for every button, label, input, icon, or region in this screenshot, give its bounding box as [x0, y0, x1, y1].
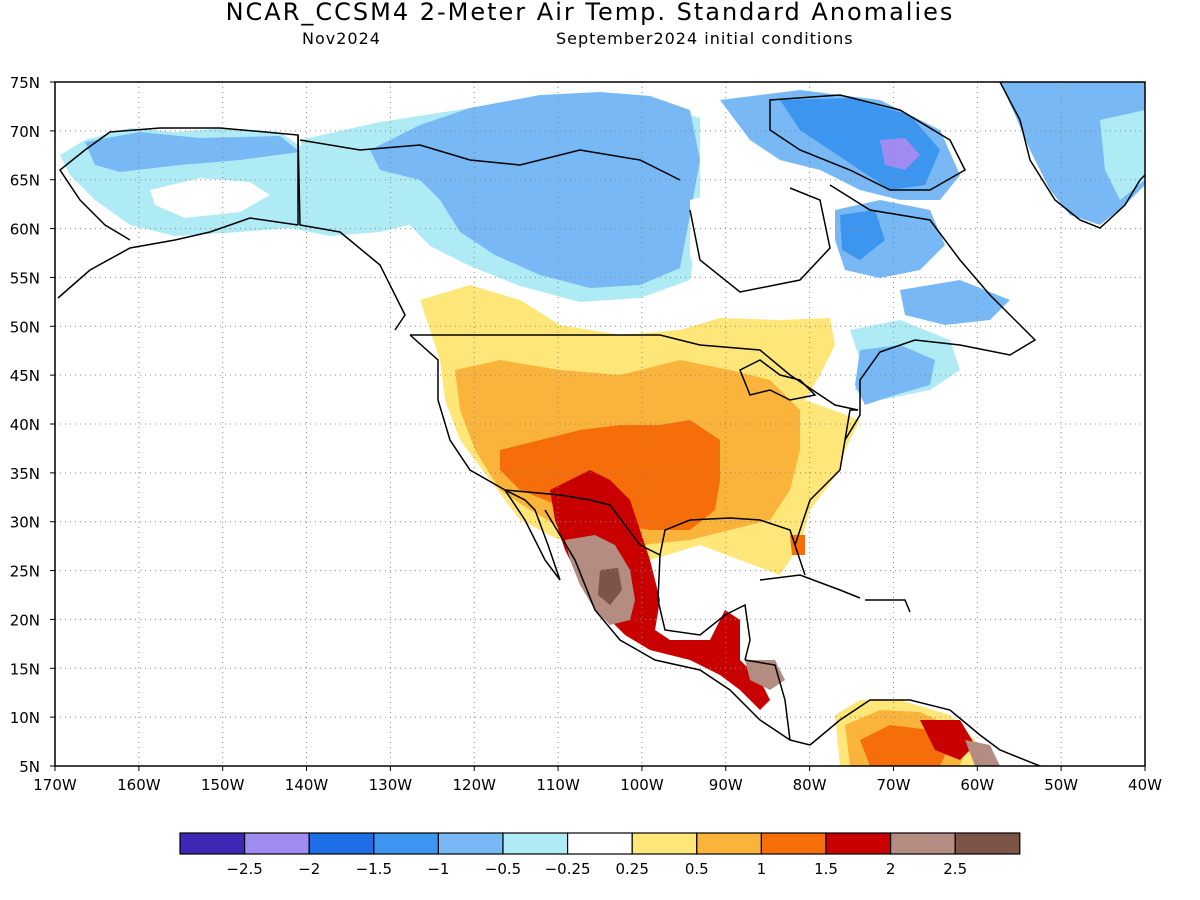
- color-legend: −2.5 −2 −1.5 −1 −0.5 −0.25 0.25 0.5 1 1.5 2 2.5: [179, 832, 1021, 878]
- legend-label: −0.25: [545, 860, 591, 878]
- lat-label: 75N: [10, 74, 40, 92]
- legend-label: −0.5: [485, 860, 521, 878]
- greenland-cold-region: [1000, 82, 1145, 225]
- lat-label: 65N: [10, 172, 40, 190]
- lat-label: 5N: [19, 758, 40, 776]
- legend-label: −1: [427, 860, 449, 878]
- baja-california-coastline: [504, 489, 561, 581]
- lat-label: 35N: [10, 465, 40, 483]
- alaska-coastline: [84, 127, 406, 331]
- legend-swatch: [954, 832, 1021, 855]
- mexico-pacific-coastline: [544, 509, 791, 741]
- coastlines: [57, 82, 1145, 766]
- legend-swatch: [696, 832, 762, 855]
- canada-arctic-coastline: [299, 139, 681, 181]
- lat-label: 10N: [10, 709, 40, 727]
- gulf-coastline: [659, 469, 841, 576]
- central-america-coastline: [744, 659, 811, 746]
- legend-swatch: [889, 832, 956, 855]
- greenland-coastline: [999, 82, 1145, 229]
- yucatan-coastline: [657, 554, 751, 661]
- lat-label: 50N: [10, 318, 40, 336]
- legend-swatch: [244, 832, 310, 855]
- legend-label: 1: [757, 860, 767, 878]
- south-america-hotter-region: [965, 740, 1000, 766]
- lon-label: 120W: [452, 776, 496, 794]
- lon-label: 150W: [201, 776, 245, 794]
- lat-label: 40N: [10, 416, 40, 434]
- canada-cold-region: [370, 92, 700, 288]
- hispaniola-coastline: [865, 599, 911, 613]
- lon-label: 60W: [960, 776, 994, 794]
- baffin-coldest-region: [880, 138, 920, 170]
- labrador-colder-region: [840, 210, 885, 260]
- longitude-labels: 170W 160W 150W 140W 130W 120W 110W 100W 90W 80W 70…: [33, 766, 1162, 794]
- south-america-coastline: [809, 699, 1041, 766]
- latitude-labels: 75N 70N 65N 60N 55N 50N 45N 40N 35N 30N 25N 20N 15N 1…: [10, 74, 55, 776]
- lon-label: 100W: [620, 776, 664, 794]
- great-lakes-outline: [739, 359, 817, 401]
- legend-swatch: [437, 832, 504, 855]
- legend-swatch: [179, 832, 246, 855]
- lon-label: 90W: [709, 776, 743, 794]
- us-mexico-border: [504, 489, 661, 556]
- labrador-coastline: [829, 184, 1037, 441]
- alaska-west-coastline: [58, 149, 131, 241]
- target-month: Nov2024: [302, 29, 381, 48]
- greenland-cool-edge: [1100, 110, 1145, 200]
- lat-label: 60N: [10, 221, 40, 239]
- legend-label: 0.25: [615, 860, 648, 878]
- mexico-hottest-region: [598, 568, 622, 605]
- lat-label: 55N: [10, 269, 40, 287]
- lon-label: 140W: [285, 776, 329, 794]
- lon-label: 80W: [793, 776, 827, 794]
- legend-label: 1.5: [814, 860, 838, 878]
- us-canada-border: [410, 334, 859, 411]
- lat-label: 25N: [10, 563, 40, 581]
- lat-label: 45N: [10, 367, 40, 385]
- lat-label: 30N: [10, 514, 40, 532]
- lon-label: 170W: [33, 776, 77, 794]
- legend-swatch: [373, 832, 439, 855]
- lat-label: 20N: [10, 611, 40, 629]
- anomaly-shading: [60, 82, 1145, 766]
- alaska-neutral-region: [150, 178, 270, 218]
- legend-swatch: [502, 832, 569, 855]
- lon-label: 130W: [369, 776, 413, 794]
- mexico-hot-region: [550, 470, 770, 710]
- legend-swatch: [566, 832, 633, 855]
- initial-conditions: September2024 initial conditions: [556, 29, 854, 48]
- lat-label: 70N: [10, 123, 40, 141]
- lon-label: 110W: [536, 776, 580, 794]
- lat-label: 15N: [10, 660, 40, 678]
- south-america-strong-region: [860, 725, 950, 766]
- lon-label: 50W: [1044, 776, 1078, 794]
- hudson-bay-coastline: [689, 187, 831, 293]
- legend-swatch: [825, 832, 892, 855]
- legend-label: 2.5: [943, 860, 967, 878]
- hudson-bay-neutral: [690, 180, 830, 300]
- chart-title: NCAR_CCSM4 2-Meter Air Temp. Standard An…: [225, 0, 955, 26]
- us-east-coastline: [839, 409, 858, 471]
- newfoundland-cold-region: [900, 280, 1010, 325]
- legend-swatch: [760, 832, 827, 855]
- lon-label: 40W: [1128, 776, 1162, 794]
- south-america-hot-region: [920, 720, 975, 760]
- lon-label: 70W: [877, 776, 911, 794]
- cuba-coastline: [759, 574, 861, 599]
- alaska-south-coastline: [57, 217, 299, 299]
- legend-label: 0.5: [685, 860, 709, 878]
- legend-swatch: [631, 832, 698, 855]
- baffin-island-coastline: [769, 94, 966, 191]
- legend-label: −1.5: [356, 860, 392, 878]
- legend-swatch: [308, 832, 375, 855]
- legend-label: −2: [298, 860, 320, 878]
- legend-label: 2: [886, 860, 896, 878]
- lon-label: 160W: [117, 776, 161, 794]
- legend-label: −2.5: [226, 860, 262, 878]
